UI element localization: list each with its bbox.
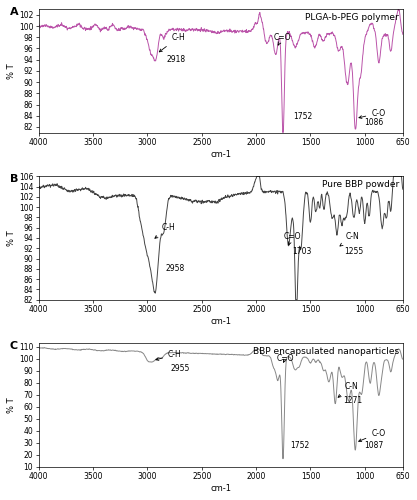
Text: Pure BBP powder: Pure BBP powder — [322, 180, 399, 189]
Text: PLGA-b-PEG polymer: PLGA-b-PEG polymer — [305, 13, 399, 22]
Text: C-N: C-N — [338, 382, 358, 398]
Text: C-O: C-O — [359, 428, 385, 442]
Text: C-H: C-H — [159, 33, 185, 52]
X-axis label: cm-1: cm-1 — [210, 484, 231, 493]
Y-axis label: % T: % T — [7, 230, 16, 246]
Text: 1752: 1752 — [290, 440, 309, 450]
Text: A: A — [10, 6, 18, 16]
Text: C-H: C-H — [156, 350, 182, 360]
Y-axis label: % T: % T — [7, 63, 16, 78]
Text: 1086: 1086 — [364, 118, 383, 128]
Text: C: C — [10, 341, 18, 351]
Text: C-O: C-O — [359, 108, 385, 118]
Text: C=O: C=O — [274, 33, 291, 45]
X-axis label: cm-1: cm-1 — [210, 150, 231, 159]
Text: B: B — [10, 174, 18, 184]
Text: 2958: 2958 — [166, 264, 185, 274]
Text: 1087: 1087 — [364, 440, 383, 450]
Text: 2955: 2955 — [170, 364, 190, 373]
Text: 1703: 1703 — [292, 248, 311, 256]
Text: C-H: C-H — [155, 224, 175, 238]
Text: 1752: 1752 — [293, 112, 312, 120]
Text: BBP encapsulated nanoparticles: BBP encapsulated nanoparticles — [253, 347, 399, 356]
Text: C=O: C=O — [283, 232, 301, 245]
Text: 1271: 1271 — [343, 396, 362, 405]
Text: 2918: 2918 — [167, 56, 186, 64]
Text: C-N: C-N — [340, 232, 359, 246]
Text: 1255: 1255 — [344, 248, 363, 256]
Text: C=O: C=O — [277, 354, 294, 362]
X-axis label: cm-1: cm-1 — [210, 317, 231, 326]
Y-axis label: % T: % T — [7, 397, 16, 413]
